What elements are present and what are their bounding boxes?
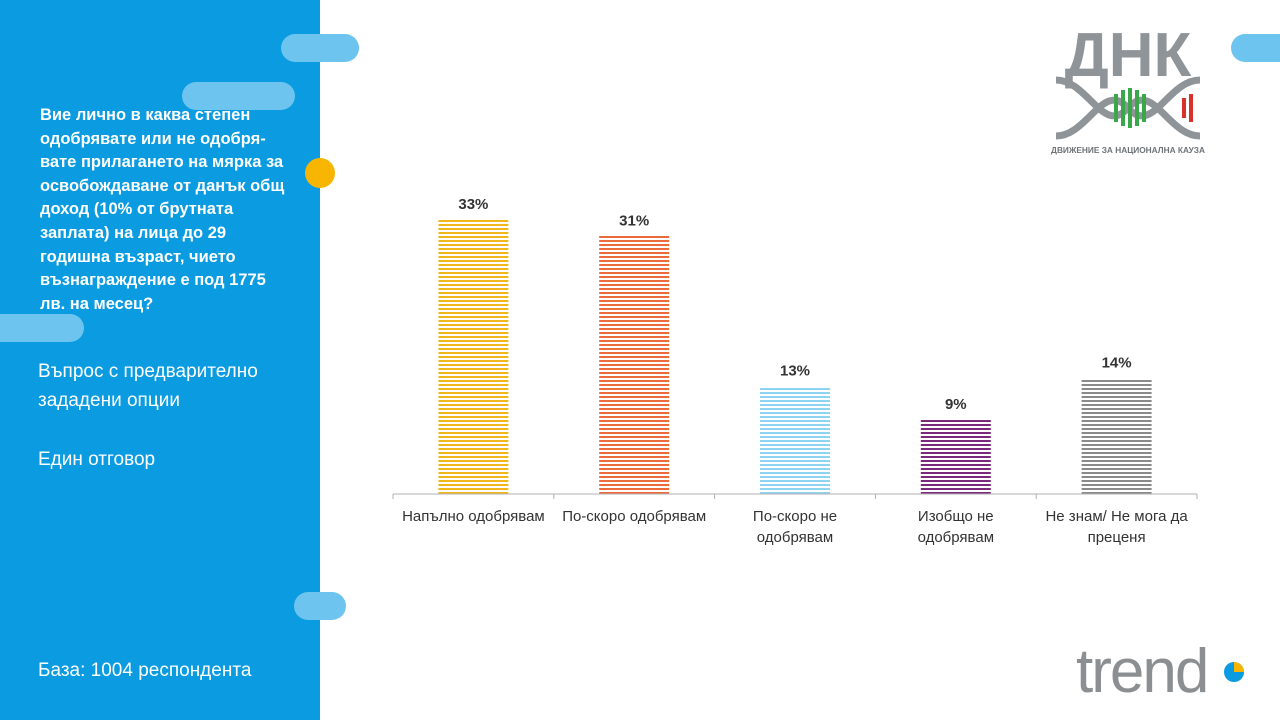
- dnk-logo: ДНК ДВИЖЕНИЕ ЗА НАЦИОНАЛНА КАУЗА: [1051, 21, 1205, 155]
- category-label: одобрявам: [757, 529, 833, 546]
- trend-logo-text: trend: [1076, 637, 1207, 700]
- trend-logo: trend: [1076, 637, 1244, 700]
- category-label: По-скоро одобрявам: [562, 508, 706, 525]
- question-type-note: Въпрос с предварително зададени опции: [38, 361, 258, 411]
- sample-base: База: 1004 респондента: [38, 660, 252, 681]
- decor-pill: [0, 314, 84, 342]
- decor-pill: [294, 592, 346, 620]
- data-label: 14%: [1102, 354, 1132, 371]
- bar: [760, 388, 830, 494]
- data-label: 31%: [619, 213, 649, 230]
- answer-type-note: Един отговор: [38, 449, 156, 470]
- data-label: 13%: [780, 363, 810, 380]
- dnk-logo-text: ДНК: [1065, 21, 1192, 90]
- pie-chart-icon: [1224, 662, 1244, 682]
- category-label: По-скоро не: [753, 508, 837, 525]
- category-label: Напълно одобрявам: [402, 508, 545, 525]
- data-label: 33%: [458, 196, 488, 213]
- dnk-logo-tagline: ДВИЖЕНИЕ ЗА НАЦИОНАЛНА КАУЗА: [1051, 145, 1205, 155]
- decor-pill: [1231, 34, 1280, 62]
- decor-dot: [305, 158, 335, 188]
- bar-chart: 33% Напълно одобрявам 31% По-скоро одобрява…: [392, 196, 1198, 546]
- bar: [599, 236, 670, 494]
- decor-pill: [182, 82, 295, 110]
- decor-pill: [281, 34, 359, 62]
- sidebar-panel: [0, 0, 320, 720]
- category-label: Не знам/ Не мога да: [1045, 508, 1188, 525]
- dna-helix-icon: [1055, 76, 1201, 140]
- category-label: Изобщо не: [918, 508, 994, 525]
- data-label: 9%: [945, 396, 967, 413]
- category-label: преценя: [1088, 529, 1146, 546]
- bar: [1081, 380, 1152, 494]
- survey-question: Вие лично в каква степен одобрявате или …: [40, 106, 285, 313]
- bar: [920, 420, 991, 494]
- bar: [438, 220, 509, 494]
- category-label: одобрявам: [918, 529, 994, 546]
